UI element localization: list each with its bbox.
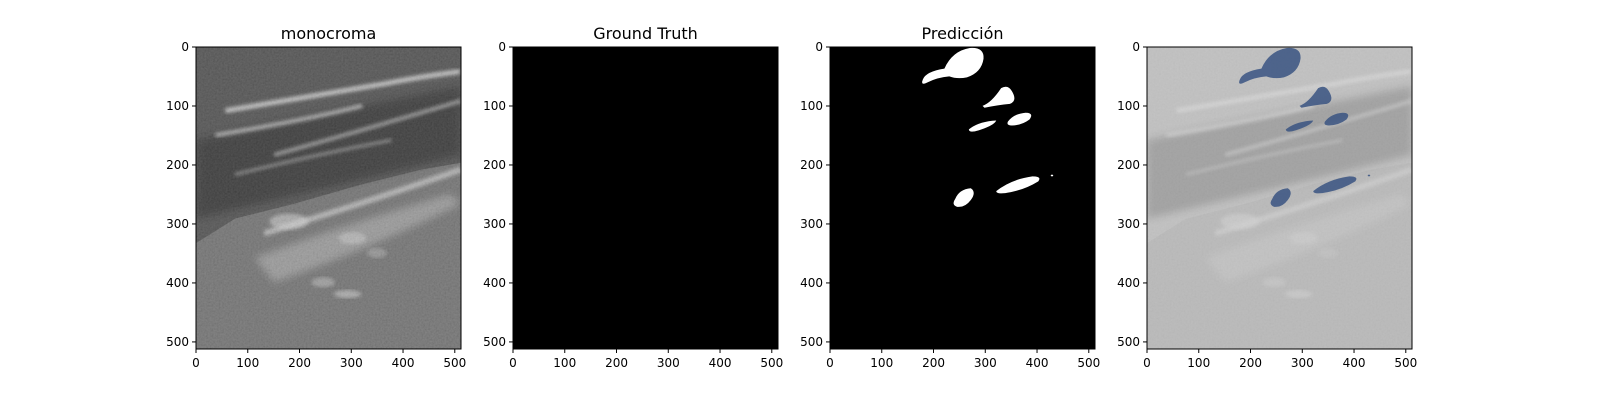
axes-frame [195,46,462,350]
y-tick-label: 300 [1117,217,1140,231]
x-tick-label: 500 [1077,356,1100,370]
y-tick-label: 100 [800,99,823,113]
x-tick-label: 500 [443,356,466,370]
x-tick-label: 200 [288,356,311,370]
panel-image [196,47,462,350]
y-tick-label: 300 [483,217,506,231]
y-tick-label: 300 [800,217,823,231]
panel-title: Predicción [921,24,1003,43]
y-tick-label: 300 [166,217,189,231]
axes-frame [829,46,1096,350]
x-tick-label: 200 [605,356,628,370]
x-tick-label: 100 [553,356,576,370]
x-tick-label: 0 [509,356,517,370]
x-tick-label: 400 [392,356,415,370]
panel-image [830,47,1095,350]
x-tick-label: 0 [1143,356,1151,370]
y-tick-label: 500 [166,335,189,349]
y-tick-label: 200 [800,158,823,172]
x-tick-label: 300 [974,356,997,370]
x-tick-label: 200 [922,356,945,370]
axes-frame [512,46,779,350]
x-tick-label: 300 [340,356,363,370]
panel-title: monocroma [281,24,377,43]
y-tick-label: 500 [800,335,823,349]
panel-title: Ground Truth [593,24,698,43]
y-tick-label: 200 [1117,158,1140,172]
y-tick-label: 400 [166,276,189,290]
axes-frame [1146,46,1413,350]
x-tick-label: 400 [709,356,732,370]
x-tick-label: 200 [1239,356,1262,370]
y-tick-label: 100 [483,99,506,113]
panel-image [1147,47,1412,350]
y-tick-label: 100 [1117,99,1140,113]
x-tick-label: 300 [657,356,680,370]
x-tick-label: 100 [1187,356,1210,370]
y-tick-label: 400 [483,276,506,290]
x-tick-label: 100 [870,356,893,370]
x-tick-label: 400 [1026,356,1049,370]
panel-image [513,47,778,350]
x-tick-label: 500 [1394,356,1417,370]
x-tick-label: 100 [236,356,259,370]
x-tick-label: 300 [1291,356,1314,370]
x-tick-label: 0 [826,356,834,370]
y-tick-label: 500 [483,335,506,349]
y-tick-label: 0 [498,40,506,54]
y-tick-label: 200 [166,158,189,172]
y-tick-label: 400 [1117,276,1140,290]
x-tick-label: 400 [1343,356,1366,370]
x-tick-label: 500 [760,356,783,370]
y-tick-label: 0 [1132,40,1140,54]
y-tick-label: 100 [166,99,189,113]
y-tick-label: 0 [181,40,189,54]
y-tick-label: 400 [800,276,823,290]
y-tick-label: 500 [1117,335,1140,349]
y-tick-label: 0 [815,40,823,54]
x-tick-label: 0 [192,356,200,370]
y-tick-label: 200 [483,158,506,172]
